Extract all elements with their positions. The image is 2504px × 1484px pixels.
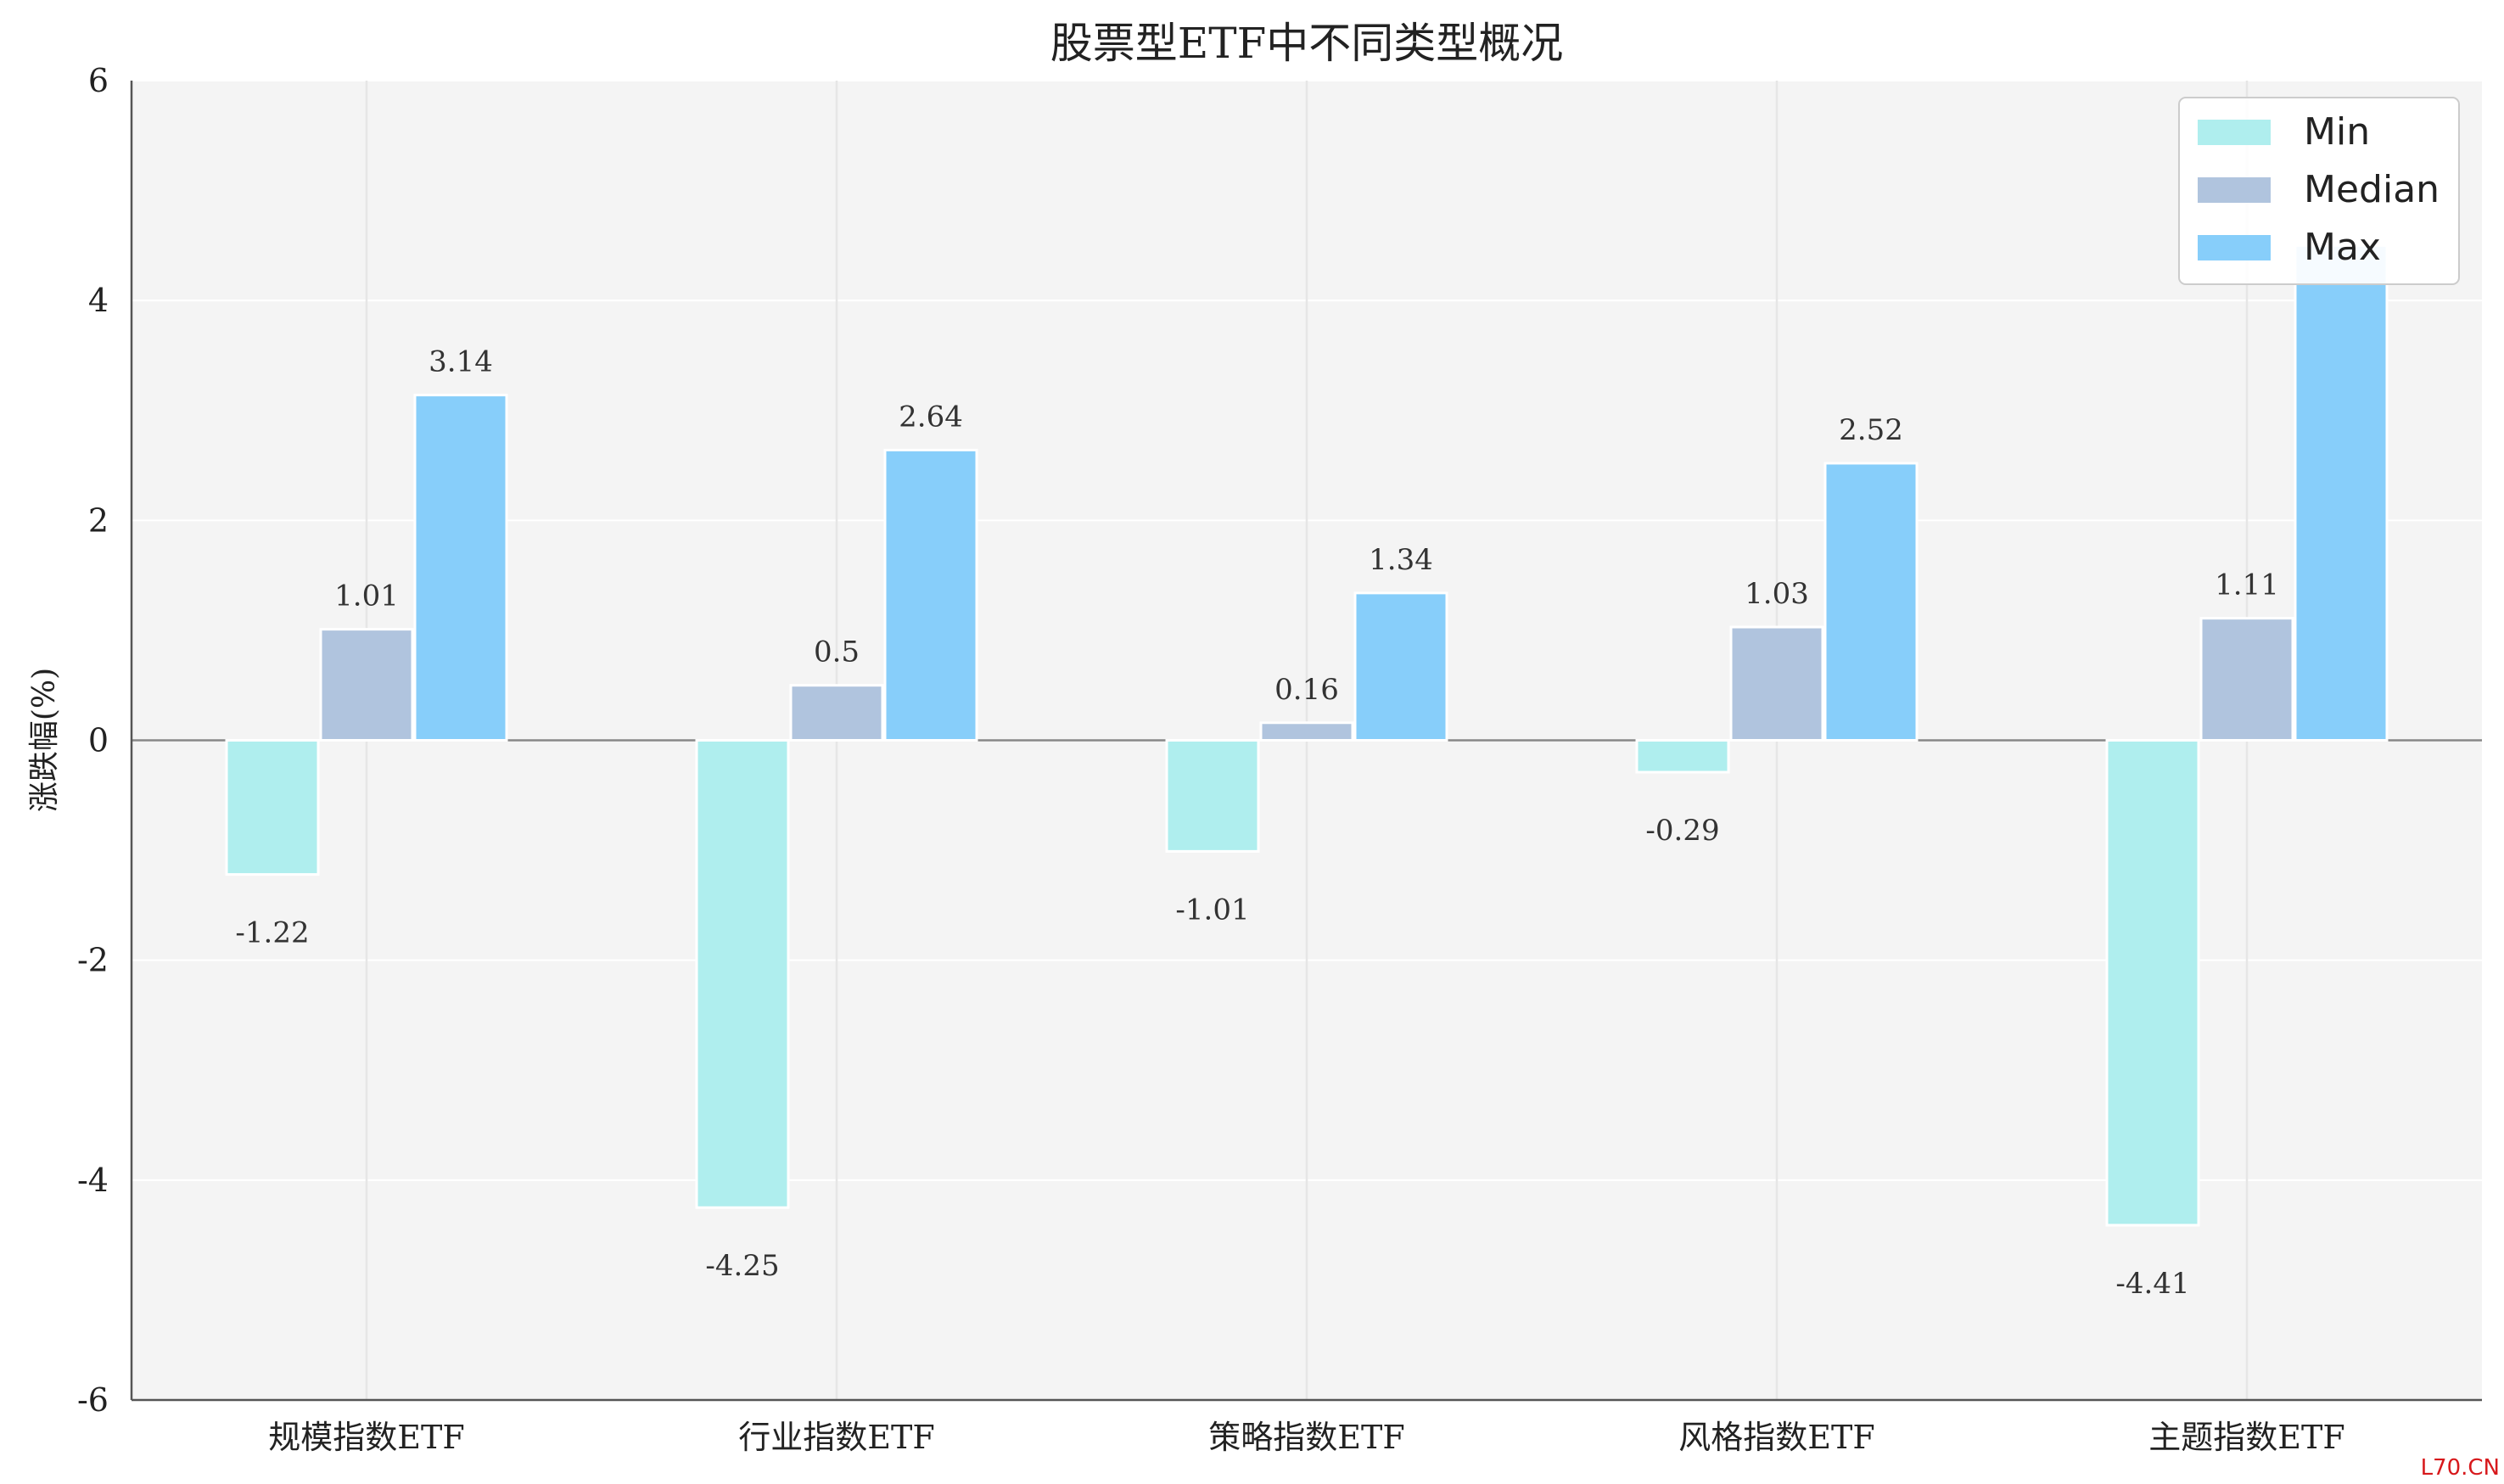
bar-median: [2199, 617, 2294, 742]
bar-median: [319, 628, 414, 742]
data-label: 1.11: [2215, 568, 2279, 602]
legend-label-min: Min: [2304, 110, 2370, 154]
data-label: -1.22: [235, 916, 309, 950]
y-tick-label: -6: [77, 1381, 109, 1419]
watermark: L70.CN: [2421, 1455, 2500, 1481]
x-tick-labels: 规模指数ETF 行业指数ETF 策略指数ETF 风格指数ETF 主题指数ETF: [268, 1419, 2344, 1456]
x-tick-label: 策略指数ETF: [1208, 1419, 1404, 1456]
bar-median: [789, 684, 884, 742]
legend-swatch-min: [2198, 120, 2271, 145]
bar-max: [1823, 462, 1919, 742]
data-label: -1.01: [1175, 893, 1249, 927]
y-tick-labels: -6 -4 -2 0 2 4 6: [77, 62, 109, 1419]
legend-label-median: Median: [2304, 168, 2440, 211]
bar-min: [695, 739, 790, 1209]
legend: Min Median Max: [2178, 97, 2460, 285]
bar-max: [2294, 244, 2389, 742]
data-labels: -1.22 -4.25 -1.01 -0.29 -4.41 1.01 0.5 0.16 1.03…: [235, 345, 2278, 1301]
data-label: 0.16: [1274, 673, 1339, 707]
data-label: 2.52: [1839, 413, 1903, 447]
bar-max: [413, 394, 508, 742]
data-label: 2.64: [899, 400, 963, 434]
y-tick-label: 4: [88, 282, 109, 319]
x-tick-label: 主题指数ETF: [2148, 1419, 2344, 1456]
data-label: 3.14: [429, 345, 493, 379]
bar-min: [2105, 739, 2200, 1227]
legend-swatch-max: [2198, 235, 2271, 260]
bar-max: [1353, 591, 1448, 742]
y-tick-label: -4: [77, 1162, 109, 1199]
legend-swatch-median: [2198, 177, 2271, 203]
data-label: 1.34: [1369, 543, 1433, 577]
y-axis-label: 涨跌幅(%): [27, 668, 62, 812]
data-label: 0.5: [814, 636, 860, 669]
bar-median: [1729, 625, 1824, 742]
x-tick-label: 风格指数ETF: [1678, 1419, 1874, 1456]
bar-median: [1259, 721, 1354, 742]
data-label: -0.29: [1645, 814, 1719, 848]
y-tick-label: 2: [88, 501, 109, 539]
data-label: -4.41: [2115, 1267, 2189, 1301]
legend-label-max: Max: [2304, 226, 2381, 269]
y-tick-label: 6: [88, 62, 109, 99]
bar-min: [1165, 739, 1260, 853]
bar-min: [225, 739, 320, 876]
axes: [130, 81, 2482, 1402]
bar-max: [883, 448, 978, 742]
bars: [225, 244, 2389, 1227]
data-label: -4.25: [705, 1249, 779, 1283]
x-tick-label: 行业指数ETF: [738, 1419, 934, 1456]
bar-min: [1635, 739, 1730, 774]
data-label: 1.01: [334, 580, 399, 613]
data-label: 1.03: [1745, 577, 1809, 611]
y-tick-label: 0: [88, 722, 109, 759]
x-tick-label: 规模指数ETF: [268, 1419, 464, 1456]
y-tick-label: -2: [77, 942, 109, 979]
chart-title: 股票型ETF中不同类型概况: [1050, 19, 1564, 68]
